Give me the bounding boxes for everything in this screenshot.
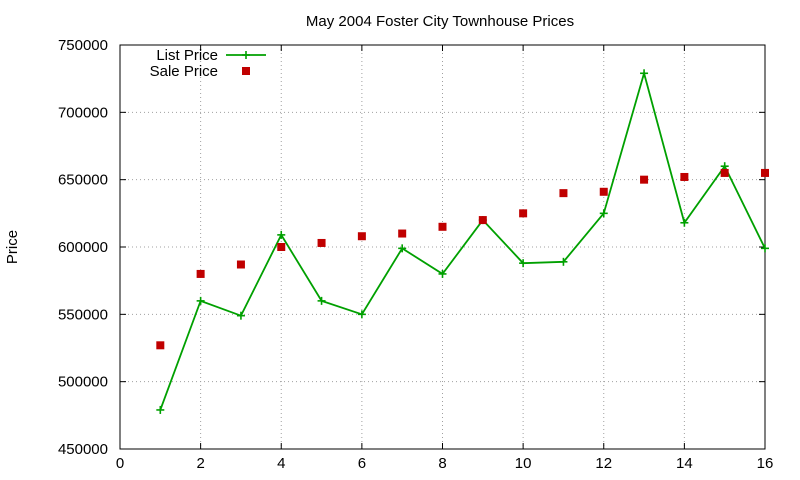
sale-price-point: [640, 175, 649, 184]
list-price-point: [438, 269, 447, 278]
list-price-point: [236, 311, 245, 320]
x-tick-label: 0: [116, 455, 124, 472]
series-list-price: [156, 69, 769, 414]
sale-price-point: [680, 172, 689, 181]
sale-price-point: [317, 238, 326, 247]
axis-ticks: 0 2 4 6 8 10 12 14 16 450000 500000 550000 600000 650…: [58, 37, 773, 472]
legend-label: List Price: [156, 47, 218, 64]
list-price-point: [640, 69, 649, 78]
list-price-point: [680, 218, 689, 227]
sale-price-point: [720, 168, 729, 177]
list-price-point: [761, 244, 769, 253]
x-tick-label: 6: [358, 455, 366, 472]
sale-price-point: [277, 243, 286, 251]
list-price-point: [277, 230, 286, 239]
sale-price-point: [398, 229, 407, 238]
x-tick-label: 12: [595, 455, 612, 472]
sale-price-point: [478, 216, 487, 225]
list-price-point: [196, 296, 205, 305]
sale-price-point: [357, 232, 366, 241]
x-tick-label: 2: [196, 455, 204, 472]
x-tick-label: 4: [277, 455, 285, 472]
list-price-point: [398, 244, 407, 253]
sale-price-point: [196, 269, 205, 278]
x-tick-label: 10: [515, 455, 532, 472]
sale-price-point: [599, 187, 608, 196]
y-tick-label: 500000: [58, 374, 108, 391]
series-sale-price: [156, 168, 769, 350]
y-tick-label: 550000: [58, 306, 108, 323]
list-price-point: [156, 405, 165, 414]
y-tick-label: 750000: [58, 37, 108, 54]
sale-price-point: [156, 341, 165, 350]
y-tick-label: 450000: [58, 441, 108, 458]
legend-label: Sale Price: [150, 63, 218, 80]
y-tick-label: 600000: [58, 239, 108, 256]
list-price-point: [357, 310, 366, 319]
x-tick-label: 8: [438, 455, 446, 472]
list-price-point: [720, 162, 729, 171]
list-price-point: [599, 209, 608, 218]
list-price-point: [317, 296, 326, 305]
y-axis-label: Price: [4, 230, 21, 264]
series-layer: [156, 69, 769, 414]
y-tick-label: 650000: [58, 172, 108, 189]
list-price-line: [159, 69, 766, 411]
list-price-point: [559, 257, 568, 266]
legend-cross-swatch: [242, 51, 250, 59]
list-price-point: [519, 259, 528, 268]
sale-price-point: [236, 260, 245, 269]
sale-price-point: [438, 222, 447, 231]
sale-price-point: [519, 209, 528, 218]
chart-title: May 2004 Foster City Townhouse Prices: [306, 13, 574, 30]
sale-price-point: [761, 168, 769, 177]
x-tick-label: 16: [757, 455, 774, 472]
legend-square-swatch: [242, 67, 250, 75]
x-tick-label: 14: [676, 455, 693, 472]
y-tick-label: 700000: [58, 104, 108, 121]
sale-price-point: [559, 189, 568, 198]
grid-lines: [120, 45, 765, 449]
